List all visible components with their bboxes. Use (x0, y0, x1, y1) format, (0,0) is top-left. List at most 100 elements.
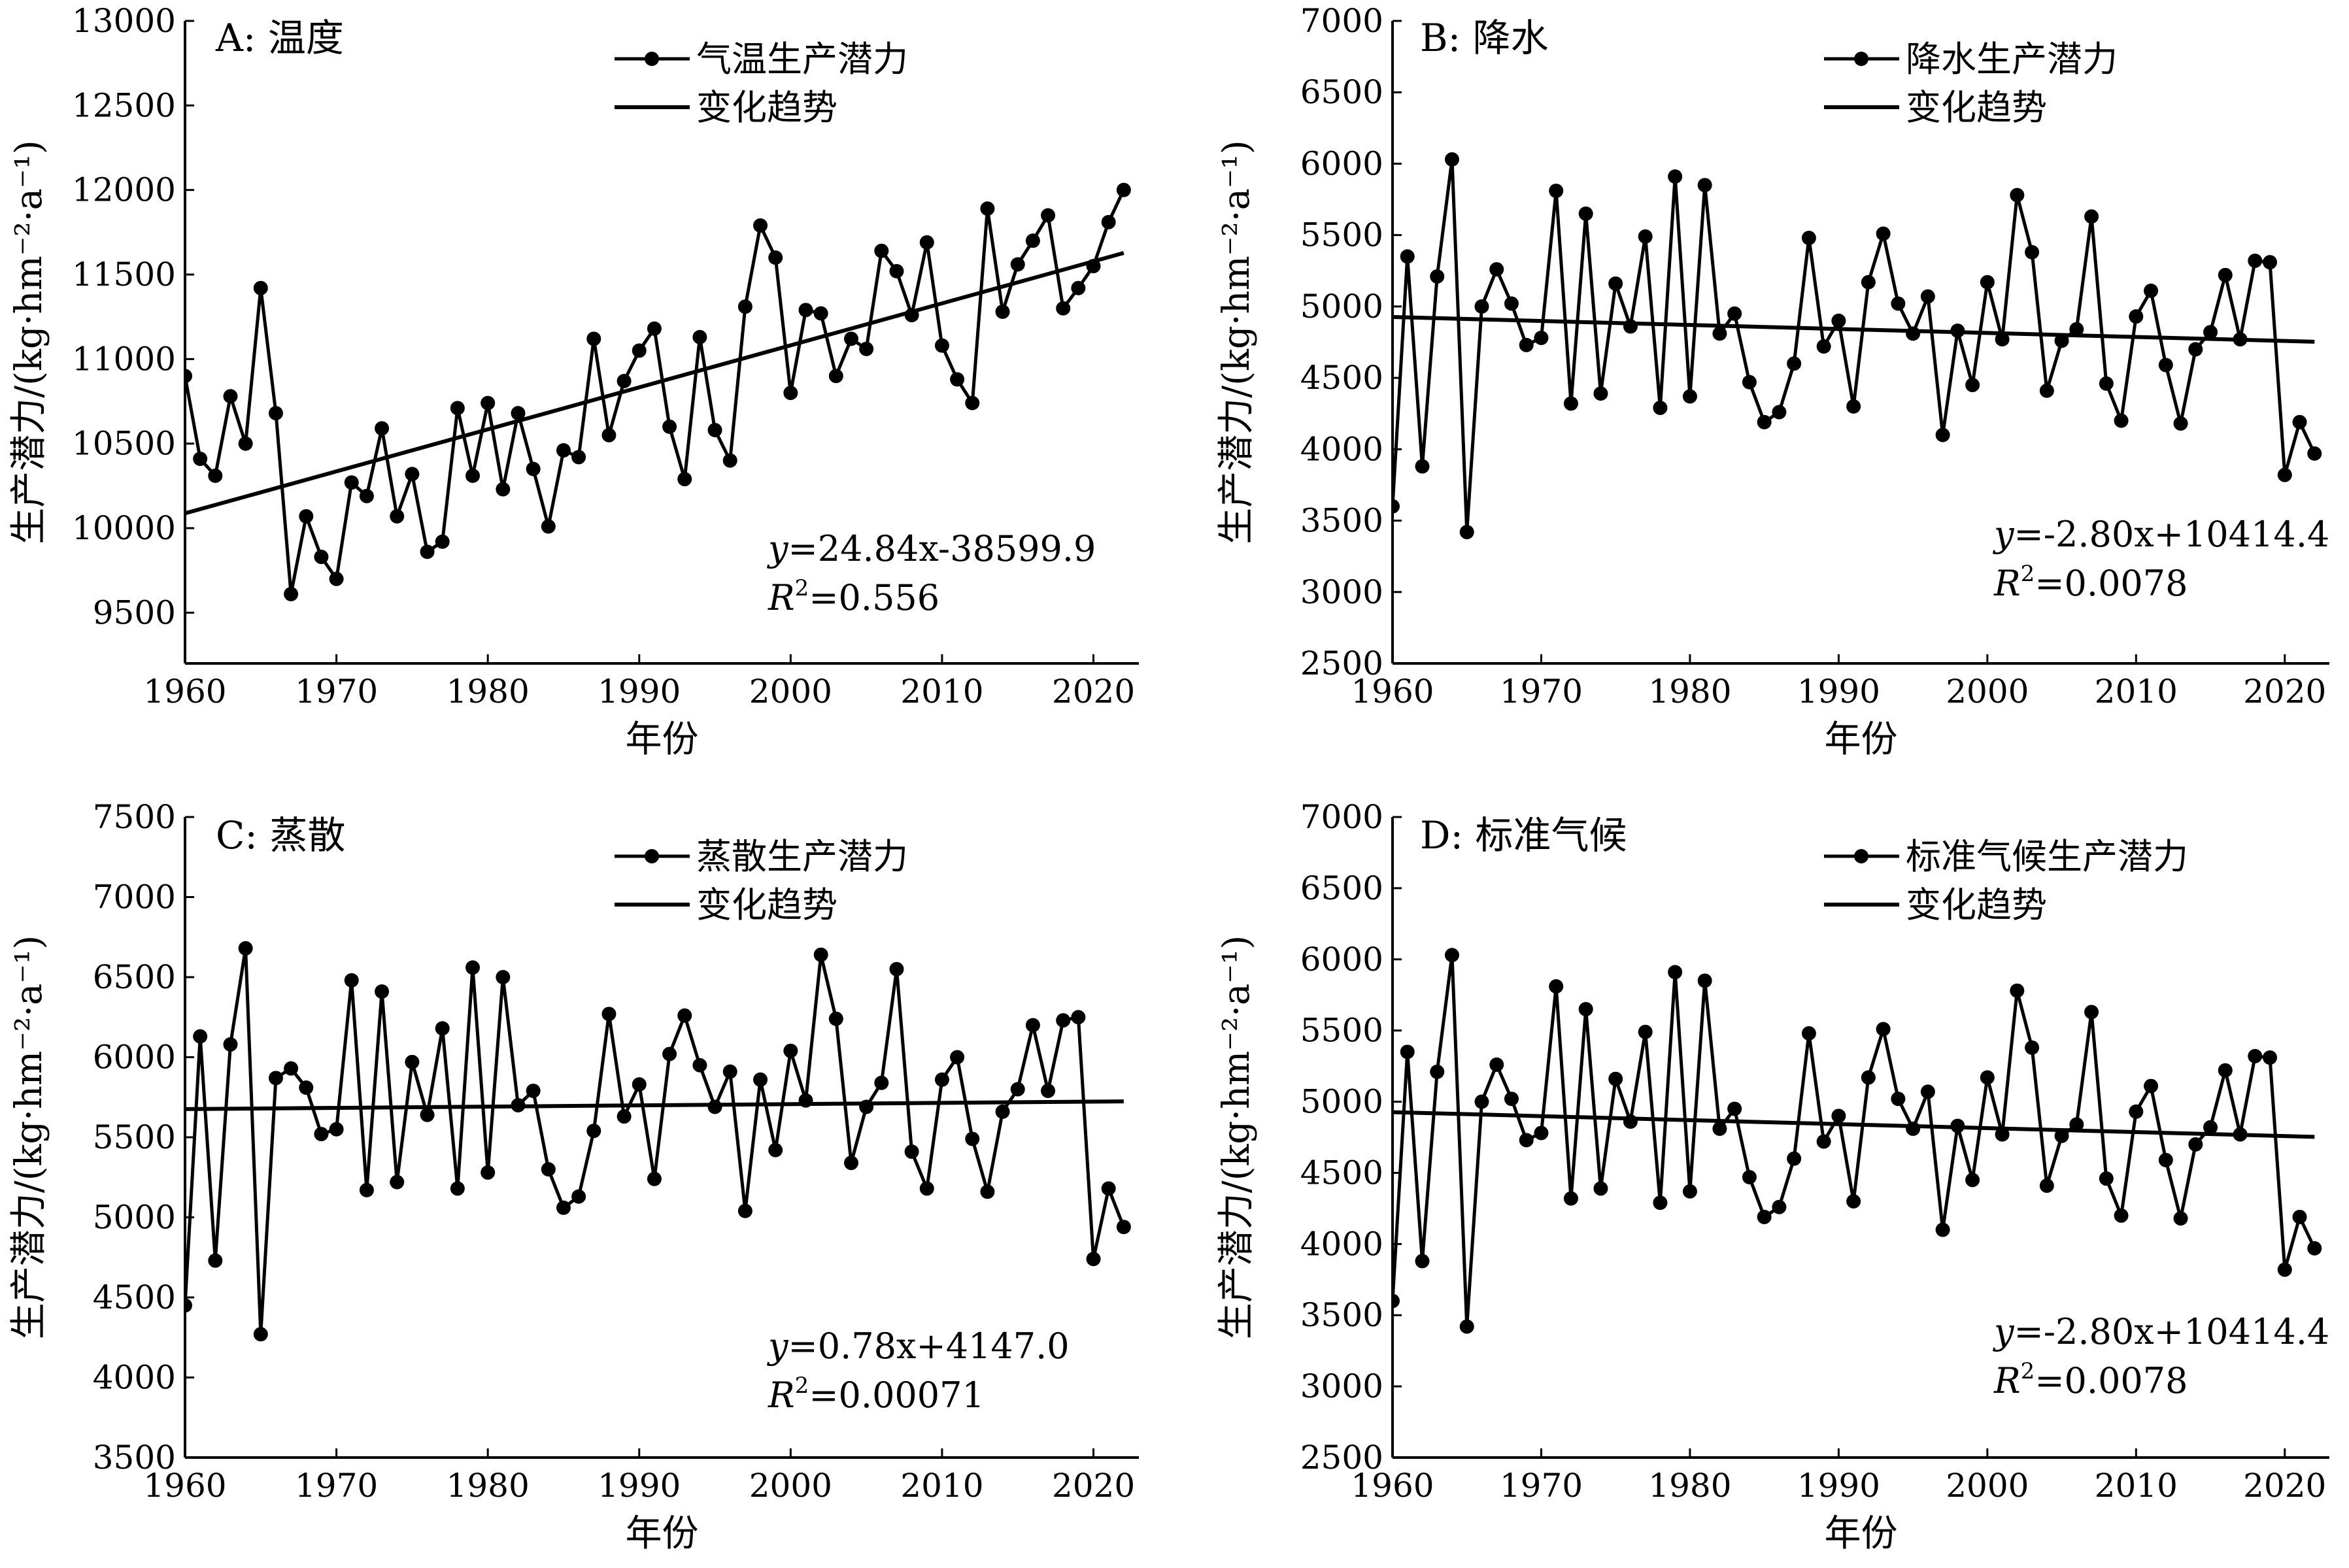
data-point (390, 1175, 405, 1190)
equation-y: y (1993, 1311, 2015, 1352)
data-point (1995, 332, 2010, 347)
panel-c: 3500 4000 4500 5000 5500 6000 6500 7000 7500 1960… (8, 798, 1139, 1555)
data-point (390, 509, 405, 524)
data-point (1071, 1010, 1086, 1025)
data-point (1757, 414, 1772, 429)
data-point (284, 586, 299, 601)
data-point (556, 1200, 571, 1215)
equation-y: y (767, 1326, 789, 1367)
data-point (1393, 1293, 1400, 1309)
data-point (1727, 306, 1742, 321)
data-point (268, 1071, 283, 1086)
data-point (1608, 276, 1623, 291)
r-squared-symbol: R (768, 577, 795, 618)
data-point (2084, 1005, 2099, 1020)
data-point (481, 1165, 496, 1180)
x-tick-label: 2000 (1946, 673, 2029, 710)
plot-area (1393, 948, 2322, 1334)
data-point (238, 941, 253, 956)
x-tick-label: 1970 (1500, 1467, 1583, 1505)
data-point (2084, 209, 2099, 224)
data-point (889, 961, 904, 976)
data-point (1712, 326, 1727, 341)
x-axis-label: 年份 (1825, 1512, 1898, 1555)
y-tick-label: 5000 (1300, 1083, 1383, 1121)
data-point (2114, 413, 2129, 428)
data-point (2054, 333, 2069, 348)
data-point (185, 369, 192, 384)
data-point (677, 1008, 692, 1023)
x-tick-label: 1990 (598, 1467, 681, 1505)
data-point (2188, 342, 2203, 357)
data-point (2292, 414, 2307, 429)
data-point (1430, 1064, 1445, 1079)
legend-trend-label: 变化趋势 (1906, 884, 2047, 926)
data-point (1489, 1057, 1504, 1072)
y-tick-label: 7000 (1300, 2, 1383, 40)
plot-area (1393, 152, 2322, 540)
data-point (420, 1107, 435, 1122)
data-point (1444, 948, 1459, 963)
data-point (496, 482, 511, 497)
x-tick-label: 2020 (2243, 1467, 2326, 1505)
panel-title: C: 蒸散 (216, 813, 345, 858)
legend-series-marker (645, 849, 659, 863)
data-point (859, 341, 874, 356)
data-point (481, 395, 496, 410)
data-point (1593, 386, 1608, 401)
data-point (1965, 378, 1980, 393)
data-point (435, 534, 450, 549)
data-point (314, 550, 329, 565)
data-point (465, 468, 481, 483)
data-point (2277, 467, 2292, 482)
data-point (1504, 296, 1519, 311)
data-point (677, 472, 692, 487)
data-point (843, 331, 858, 346)
data-point (359, 488, 374, 503)
x-tick-label: 2020 (2243, 673, 2326, 710)
data-point (617, 373, 632, 388)
data-point (1727, 1101, 1742, 1116)
legend-trend-label: 变化趋势 (696, 884, 837, 926)
x-tick-label: 2010 (2095, 673, 2178, 710)
data-point (662, 1046, 677, 1061)
data-point (1430, 269, 1445, 284)
equation-rhs: =-2.80x+10414.4 (2014, 514, 2330, 555)
y-tick-label: 10000 (72, 509, 176, 547)
y-tick-label: 4500 (1300, 1154, 1383, 1192)
trend-line (1393, 1110, 2315, 1139)
x-tick-label: 2010 (900, 673, 983, 710)
y-tick-label: 5500 (1300, 1012, 1383, 1050)
r-squared: R2=0.0078 (1993, 561, 2188, 604)
y-tick-label: 11000 (72, 340, 176, 378)
data-point (783, 1043, 798, 1058)
data-point (253, 280, 268, 295)
x-tick-label: 1960 (143, 673, 226, 710)
regression-equation: y=0.78x+4147.0 (767, 1326, 1070, 1367)
y-tick-label: 3500 (1300, 1296, 1383, 1334)
data-point (2025, 244, 2040, 259)
data-point (1757, 1209, 1772, 1224)
y-tick-label: 7500 (93, 798, 176, 836)
data-point (1995, 1127, 2010, 1142)
y-tick-label: 12000 (72, 171, 176, 209)
data-point (1549, 183, 1564, 198)
data-point (223, 1037, 238, 1052)
data-point (980, 201, 995, 216)
data-point (2218, 1063, 2233, 1078)
data-point (185, 1298, 192, 1313)
y-tick-label: 3000 (1300, 1367, 1383, 1405)
data-point (1742, 375, 1757, 390)
panel-a: 9500 10000 10500 11000 11500 12000 12500 13000 1… (8, 2, 1139, 761)
r-squared: R2=0.0078 (1993, 1358, 2188, 1401)
x-tick-label: 2020 (1052, 1467, 1135, 1505)
y-axis-label: 生产潜力/(kg·hm⁻²·a⁻¹) (8, 935, 50, 1340)
data-point (586, 1124, 601, 1139)
data-point (965, 1131, 980, 1146)
data-point (420, 544, 435, 559)
data-point (1742, 1169, 1757, 1184)
data-point (2233, 1127, 2248, 1142)
data-point (2203, 325, 2218, 340)
data-point (586, 331, 601, 346)
data-point (1534, 1126, 1549, 1141)
